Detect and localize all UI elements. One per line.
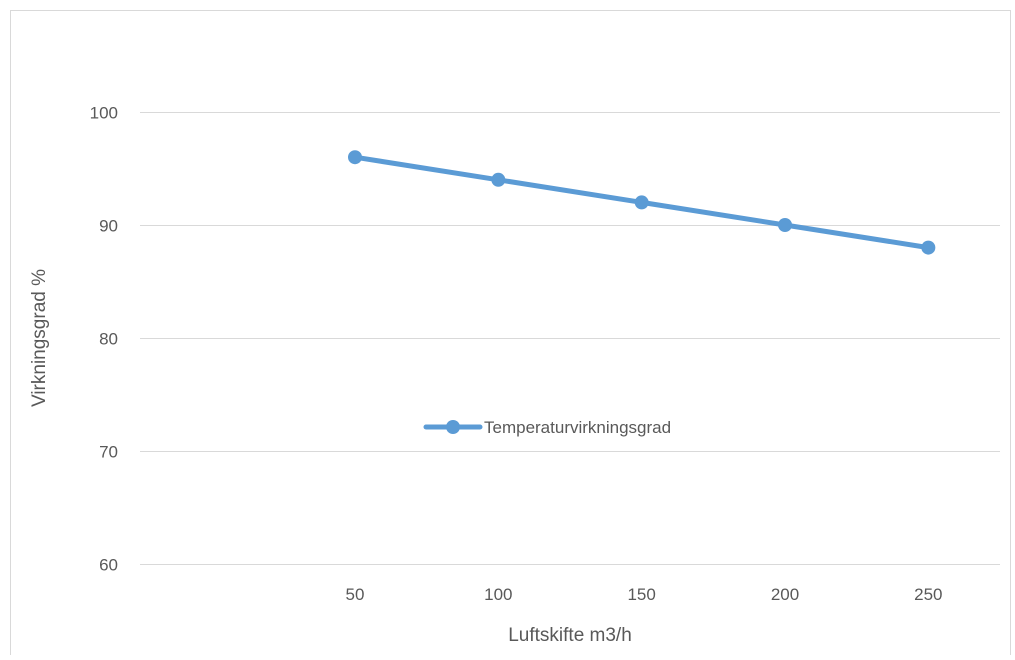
chart-border [10, 10, 1011, 660]
y-tick-label: 70 [99, 443, 118, 462]
data-point [348, 150, 362, 165]
y-axis-title: Virkningsgrad % [29, 269, 50, 407]
data-point [921, 240, 936, 255]
y-tick-label: 80 [99, 330, 118, 349]
x-axis-title: Luftskifte m3/h [508, 625, 632, 646]
gridlines [140, 112, 1000, 565]
x-axis-ticks: 50 100 150 200 250 [346, 585, 943, 604]
series-area [348, 150, 936, 255]
y-tick-label: 60 [99, 556, 118, 575]
legend-label: Temperaturvirkningsgrad [484, 418, 671, 437]
x-tick-label: 200 [771, 585, 799, 604]
legend-marker [446, 420, 460, 434]
x-tick-label: 150 [627, 585, 655, 604]
y-tick-label: 90 [99, 217, 118, 236]
data-point [778, 218, 792, 232]
legend: Temperaturvirkningsgrad [423, 418, 671, 437]
data-point [491, 172, 506, 187]
y-tick-label: 100 [90, 104, 118, 123]
x-tick-label: 50 [346, 585, 365, 604]
x-tick-label: 100 [484, 585, 512, 604]
data-point [634, 195, 649, 210]
y-axis-ticks: 60 70 80 90 100 [90, 104, 118, 575]
x-tick-label: 250 [914, 585, 942, 604]
